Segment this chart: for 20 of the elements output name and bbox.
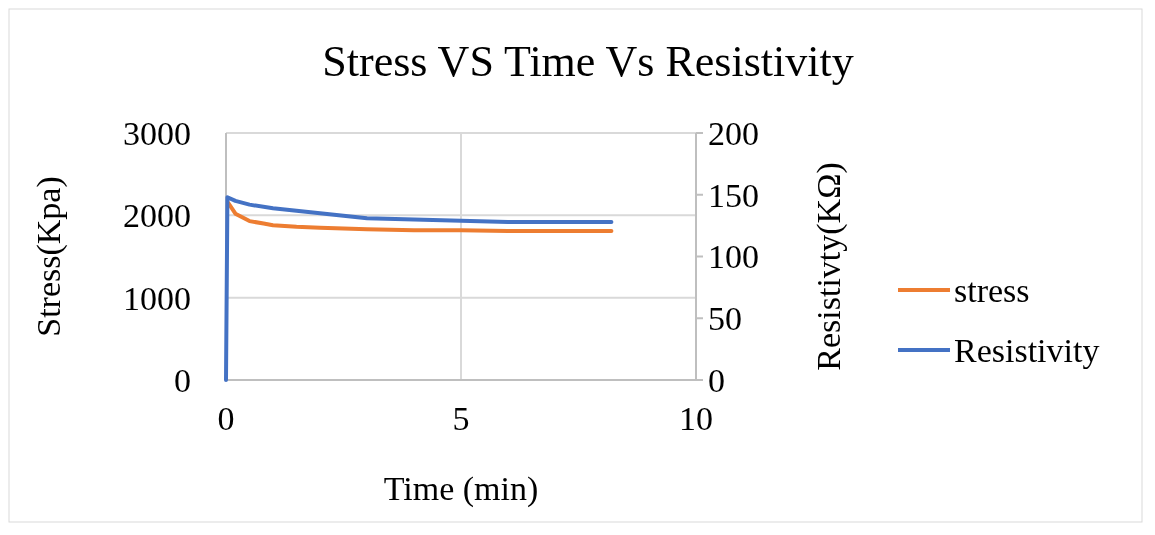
y2-tick-label: 150 [708,176,759,214]
x-tick-label: 5 [452,400,470,437]
x-tick-label: 0 [217,400,235,437]
line-series [226,200,614,233]
y2-tick-label: 100 [708,238,759,276]
line-series [224,195,614,382]
legend-label: Resistivity [954,331,1100,369]
x-tick-label: 10 [679,400,713,437]
legend-label: stress [954,271,1030,309]
chart-title: Stress VS Time Vs Resistivity [322,37,854,86]
y2-tick-label: 0 [708,361,725,399]
y2-axis-title: Resistivty(KΩ) [810,162,848,371]
y-tick-label: 3000 [123,114,191,152]
y-axis-title: Stress(Kpa) [30,176,68,337]
x-axis-title: Time (min) [383,470,539,508]
y-tick-label: 0 [174,361,191,399]
y-tick-label: 1000 [123,279,191,317]
y2-tick-label: 50 [708,300,742,338]
y2-tick-label: 200 [708,114,759,152]
y-tick-label: 2000 [123,197,191,235]
